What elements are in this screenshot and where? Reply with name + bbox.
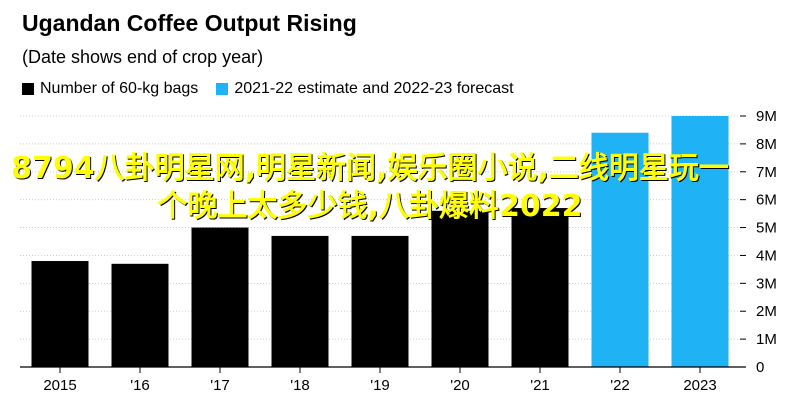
x-tick-label: '17: [210, 377, 230, 394]
bar-0-2: [191, 227, 249, 367]
y-tick-label: 4M: [756, 247, 777, 264]
y-tick-label: 3M: [756, 275, 777, 292]
y-tick-label: 5M: [756, 220, 777, 237]
chart-subtitle: (Date shows end of crop year): [22, 47, 264, 67]
bar-1-7: [591, 132, 649, 367]
x-tick-label: '20: [450, 377, 470, 394]
legend-label-bags: Number of 60-kg bags: [40, 80, 199, 97]
legend-swatch-bags: [22, 83, 34, 95]
x-tick-label: '18: [290, 377, 310, 394]
legend-item-bags: Number of 60-kg bags: [22, 80, 198, 98]
x-tick-label: 2015: [43, 377, 76, 394]
x-tick-label: '19: [370, 377, 390, 394]
y-tick-label: 6M: [756, 192, 777, 209]
chart-title: Ugandan Coffee Output Rising: [22, 10, 357, 36]
y-tick-label: 8M: [756, 136, 777, 153]
bar-0-1: [111, 263, 169, 367]
y-tick-label: 7M: [756, 164, 777, 181]
bar-0-0: [31, 261, 89, 367]
legend-label-forecast: 2021-22 estimate and 2022-23 forecast: [234, 80, 514, 97]
y-tick-label: 9M: [756, 108, 777, 125]
y-tick-label: 1M: [756, 331, 777, 348]
y-tick-label: 0: [756, 359, 764, 376]
bar-0-3: [271, 235, 329, 367]
bar-0-4: [351, 235, 409, 367]
bar-1-8: [671, 116, 729, 367]
x-tick-label: '21: [530, 377, 550, 394]
legend-swatch-forecast: [216, 83, 229, 95]
bar-0-5: [431, 210, 489, 367]
y-tick-label: 2M: [756, 303, 777, 320]
legend-item-forecast: 2021-22 estimate and 2022-23 forecast: [216, 80, 514, 98]
legend: Number of 60-kg bags 2021-22 estimate an…: [22, 80, 532, 98]
x-tick-label: '16: [130, 377, 150, 394]
bar-0-6: [511, 208, 569, 367]
x-tick-label: 2023: [683, 377, 716, 394]
x-tick-label: '22: [610, 377, 630, 394]
